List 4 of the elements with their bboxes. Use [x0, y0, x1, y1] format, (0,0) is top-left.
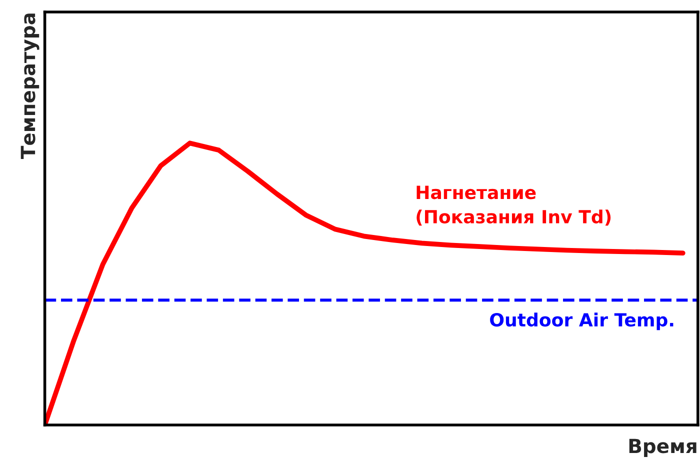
series-label: Нагнетание (Показания Inv Td)	[416, 186, 611, 226]
ref-line-label: Outdoor Air Temp.	[490, 312, 674, 330]
x-axis-title: Время	[629, 438, 696, 458]
y-axis-title: Температура	[20, 14, 40, 159]
